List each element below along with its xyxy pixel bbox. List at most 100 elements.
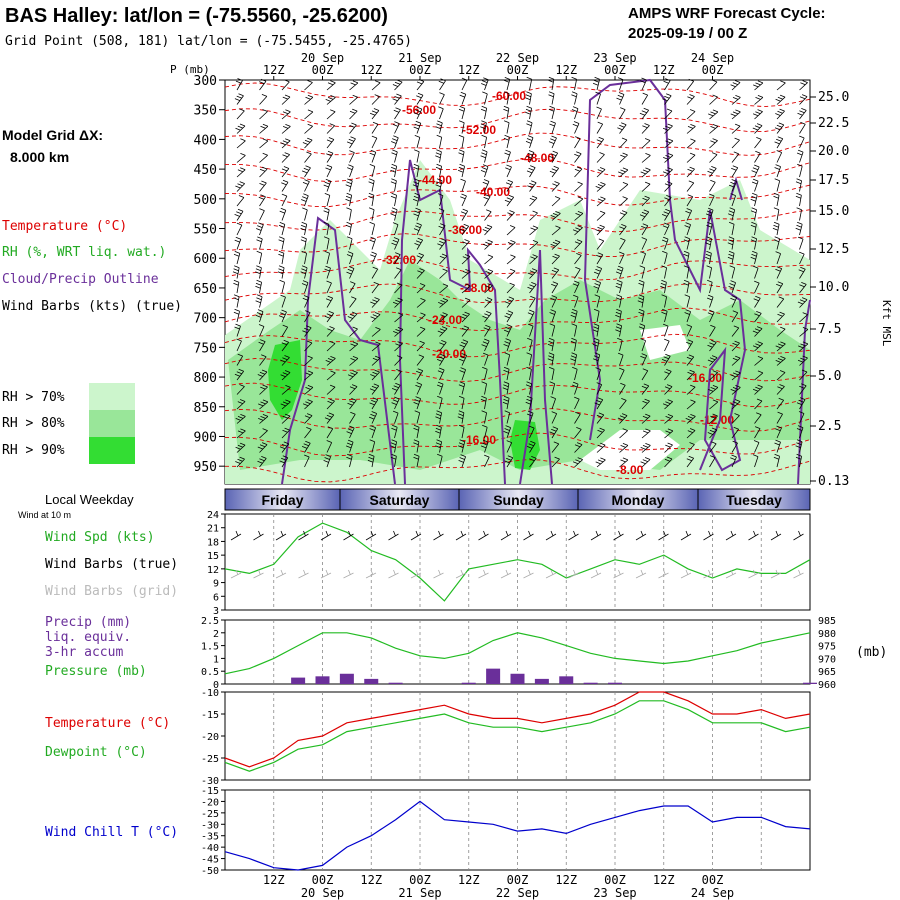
wind-barb	[772, 221, 780, 236]
panel-tick-label: 6	[213, 592, 219, 603]
wind-barb	[596, 382, 603, 395]
wind-barb	[641, 383, 650, 395]
wind-barb	[526, 440, 536, 453]
pressure-tick-label: 600	[194, 252, 217, 267]
wind-barb	[616, 92, 625, 105]
wind-barb	[548, 366, 555, 381]
wind-barb	[481, 381, 487, 395]
rh-field	[228, 260, 810, 470]
wind-barb	[776, 281, 784, 294]
isotherm-label: -24.00	[428, 313, 462, 327]
wind-barb	[235, 123, 246, 134]
wind-barb	[753, 440, 760, 453]
wind-barb	[619, 251, 625, 265]
wind-barb	[705, 250, 712, 265]
wind-barb	[460, 208, 469, 221]
wind-barb	[416, 326, 426, 337]
panel-tick-label: 1.5	[201, 642, 219, 653]
wind-barb	[301, 165, 311, 178]
rh70-swatch	[89, 383, 135, 410]
wind-barb	[709, 413, 718, 424]
wind-barb	[304, 310, 311, 323]
panel-tick-label: -30	[201, 820, 219, 831]
panel-tick-label: 18	[207, 537, 219, 548]
wind-barb	[349, 94, 358, 105]
wind-barb	[709, 94, 718, 105]
wind-barb	[482, 311, 492, 323]
wind-barb	[304, 151, 312, 163]
wind-barb	[324, 265, 331, 279]
wind-barb	[662, 250, 668, 265]
wind-chill-panel: -15-20-25-30-35-40-45-50 12Z 00Z 12Z 00Z 12Z 0…	[201, 786, 811, 900]
wind-barb	[259, 208, 265, 221]
wind-barb	[709, 152, 718, 163]
wind-barb	[278, 309, 287, 323]
wind-barb	[529, 195, 538, 207]
wind-barb	[345, 192, 353, 207]
wind-barb	[730, 193, 736, 207]
wind-barb	[660, 279, 667, 294]
wind-barb	[370, 251, 377, 265]
wind-barb	[460, 193, 467, 207]
wind-barb	[390, 453, 397, 468]
wind-barb	[596, 167, 606, 178]
wind-barb	[394, 341, 403, 352]
wind-barb	[483, 194, 491, 207]
isotherm	[225, 158, 811, 183]
wind-barb	[259, 384, 268, 395]
wind-barb	[686, 455, 695, 468]
wind-barb	[686, 109, 696, 120]
wind-barb	[571, 91, 578, 105]
wind-barb	[371, 266, 379, 279]
wind-barb	[641, 195, 650, 207]
legend-rh80: RH > 80%	[2, 416, 65, 431]
wind-barb	[661, 308, 668, 323]
wind-barb	[413, 120, 422, 134]
wind-barb	[595, 91, 601, 105]
wind-barb	[574, 253, 582, 265]
wind-barb	[731, 355, 741, 366]
wind-barb	[619, 182, 629, 192]
wind-barb	[574, 211, 584, 221]
wind-barb	[502, 395, 510, 410]
wind-barb	[233, 279, 240, 294]
wind-barb	[684, 309, 691, 323]
wind-barb-grid	[365, 569, 377, 579]
wind-barb	[326, 426, 334, 439]
wind-barb	[593, 280, 601, 294]
wind-barb	[504, 149, 511, 163]
wind-barb	[707, 340, 717, 352]
wind-barb	[708, 109, 719, 120]
wind-barb	[776, 296, 785, 308]
wind-barb	[438, 106, 444, 120]
wind-barb	[302, 399, 313, 410]
wind-barb	[641, 92, 649, 105]
wind-barb	[574, 151, 582, 163]
wind-barb-true	[253, 530, 264, 541]
wind-barb	[236, 353, 244, 366]
wind-barb	[437, 193, 444, 207]
wind-barb	[550, 295, 558, 308]
wind-barb	[709, 370, 718, 381]
wind-barb	[392, 93, 402, 105]
wind-barb	[436, 134, 443, 149]
wind-barb-true	[230, 530, 242, 541]
legend-temp-panel: Temperature (°C)	[45, 716, 170, 731]
wind-barb	[799, 383, 807, 395]
bottom-time-label: 12Z	[263, 873, 285, 887]
precip-bar	[803, 682, 817, 684]
wind-barb	[232, 265, 240, 279]
wind-barb	[503, 134, 510, 149]
kft-tick-label: 25.0	[818, 90, 849, 105]
wind-barb	[259, 94, 268, 105]
wind-barb	[596, 412, 605, 424]
legend-precip-1: Precip (mm)	[45, 615, 131, 630]
wind-barb	[391, 396, 400, 410]
wind-barb	[323, 178, 332, 192]
top-time-label: 00Z	[409, 63, 431, 77]
wind-barb	[684, 222, 691, 236]
precip-bar	[583, 682, 598, 684]
wind-barb	[371, 281, 380, 294]
wind-barb	[574, 411, 581, 424]
wind-barb	[236, 384, 245, 395]
